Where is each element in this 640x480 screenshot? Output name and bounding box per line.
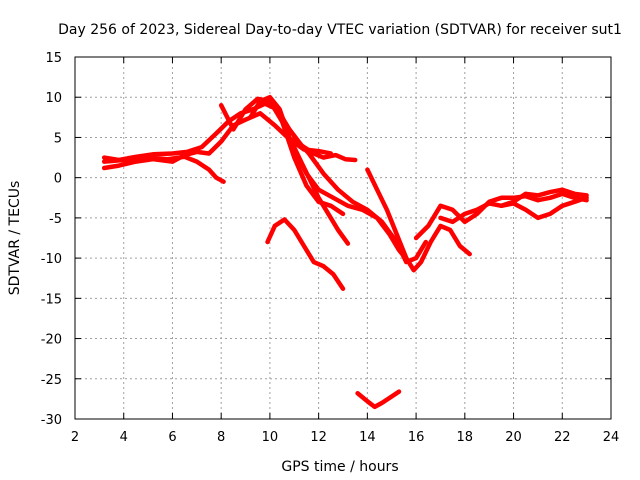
y-tick-label: 5 — [54, 131, 62, 146]
y-tick-label: 10 — [45, 91, 62, 106]
grid — [75, 57, 611, 419]
y-tick-label: -20 — [41, 333, 62, 348]
y-tick-label: -5 — [49, 212, 62, 227]
x-tick-label: 20 — [505, 430, 522, 445]
x-axis-label: GPS time / hours — [281, 459, 398, 475]
series-line-sat-c — [101, 154, 226, 184]
y-tick-label: -30 — [41, 413, 62, 428]
x-tick-label: 14 — [359, 430, 376, 445]
chart-title: Day 256 of 2023, Sidereal Day-to-day VTE… — [58, 22, 622, 38]
x-tick-label: 16 — [408, 430, 425, 445]
y-axis-label: SDTVAR / TECUs — [7, 181, 23, 296]
x-tick-label: 22 — [554, 430, 571, 445]
x-tick-label: 10 — [262, 430, 279, 445]
series-line-sat-k — [499, 195, 589, 221]
x-tick-label: 12 — [310, 430, 327, 445]
y-tick-label: 15 — [45, 51, 62, 66]
series-line-sat-h — [365, 167, 472, 273]
series-line-sat-f — [267, 96, 412, 265]
x-tick-label: 6 — [168, 430, 176, 445]
series-line-sat-m — [355, 389, 402, 410]
y-tick-label: 0 — [54, 172, 62, 187]
x-tick-label: 2 — [71, 430, 79, 445]
y-tick-label: -15 — [41, 292, 62, 307]
y-tick-label: -10 — [41, 252, 62, 267]
x-tick-label: 4 — [120, 430, 128, 445]
series-group — [101, 94, 589, 410]
series-line-sat-l — [265, 217, 346, 291]
y-tick-label: -25 — [41, 373, 62, 388]
x-tick-label: 8 — [217, 430, 225, 445]
x-tick-label: 18 — [457, 430, 474, 445]
series-line-sat-g — [292, 135, 429, 265]
x-tick-label: 24 — [603, 430, 620, 445]
series-line-sat-i — [413, 191, 589, 241]
axis-ticks: 2 4 6 8 10 12 14 16 18 20 22 24151050-5-10-15-20-25… — [41, 51, 620, 445]
plot-frame — [74, 56, 612, 420]
